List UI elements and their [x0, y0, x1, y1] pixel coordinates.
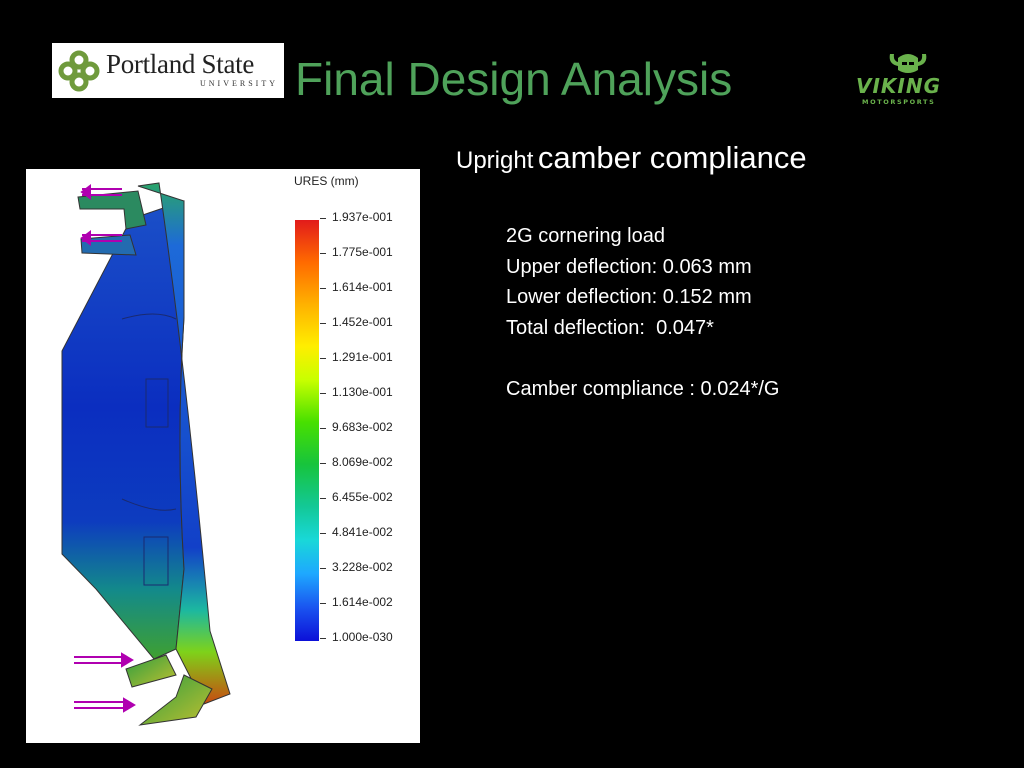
legend-tick [320, 358, 326, 359]
legend-label: 9.683e-002 [332, 420, 393, 434]
subtitle-big: camber compliance [537, 140, 807, 175]
legend-tick [320, 498, 326, 499]
legend-title: URES (mm) [294, 174, 359, 188]
legend-label: 3.228e-002 [332, 560, 393, 574]
results-line: Upper deflection: 0.063 mm [506, 255, 752, 278]
psu-emblem-icon [58, 50, 100, 92]
viking-motorsports-logo: VIKING MOTORSPORTS [852, 48, 964, 110]
legend-tick [320, 533, 326, 534]
legend-label: 1.452e-001 [332, 315, 393, 329]
legend-tick [320, 323, 326, 324]
viking-helmet-icon [889, 54, 927, 73]
legend-tick [320, 218, 326, 219]
results-line [506, 343, 779, 374]
legend-label: 1.000e-030 [332, 630, 393, 644]
legend-label: 1.130e-001 [332, 385, 393, 399]
legend-tick [320, 603, 326, 604]
legend-tick [320, 638, 326, 639]
portland-state-logo: Portland State UNIVERSITY [52, 43, 284, 98]
legend-label: 1.614e-001 [332, 280, 393, 294]
legend-tick [320, 393, 326, 394]
legend-tick [320, 253, 326, 254]
upright-model-render [61, 182, 231, 726]
results-line: Total deflection: 0.047* [506, 316, 714, 339]
legend-label: 1.775e-001 [332, 245, 393, 259]
legend-label: 4.841e-002 [332, 525, 393, 539]
legend-tick [320, 463, 326, 464]
legend-label: 1.937e-001 [332, 210, 393, 224]
legend-label: 6.455e-002 [332, 490, 393, 504]
legend-tick [320, 428, 326, 429]
viking-subtitle: MOTORSPORTS [862, 98, 936, 106]
legend-tick [320, 288, 326, 289]
logo-name: Portland State [106, 49, 255, 79]
legend-label: 1.291e-001 [332, 350, 393, 364]
results-line: 2G cornering load [506, 225, 665, 247]
legend-label: 8.069e-002 [332, 455, 393, 469]
legend-colorbar [295, 220, 319, 641]
legend-label: 1.614e-002 [332, 595, 393, 609]
results-list: 2G cornering load Upper deflection: 0.06… [506, 221, 779, 404]
slide-subtitle: Upright camber compliance [456, 140, 807, 176]
legend-tick [320, 568, 326, 569]
results-line: Camber compliance : 0.024*/G [506, 377, 780, 400]
fea-displacement-plot [26, 169, 420, 743]
slide-title: Final Design Analysis [295, 53, 733, 105]
subtitle-small: Upright [456, 147, 534, 174]
results-line: Lower deflection: 0.152 mm [506, 286, 752, 308]
viking-name: VIKING [856, 74, 942, 98]
logo-subtitle: UNIVERSITY [200, 79, 278, 88]
